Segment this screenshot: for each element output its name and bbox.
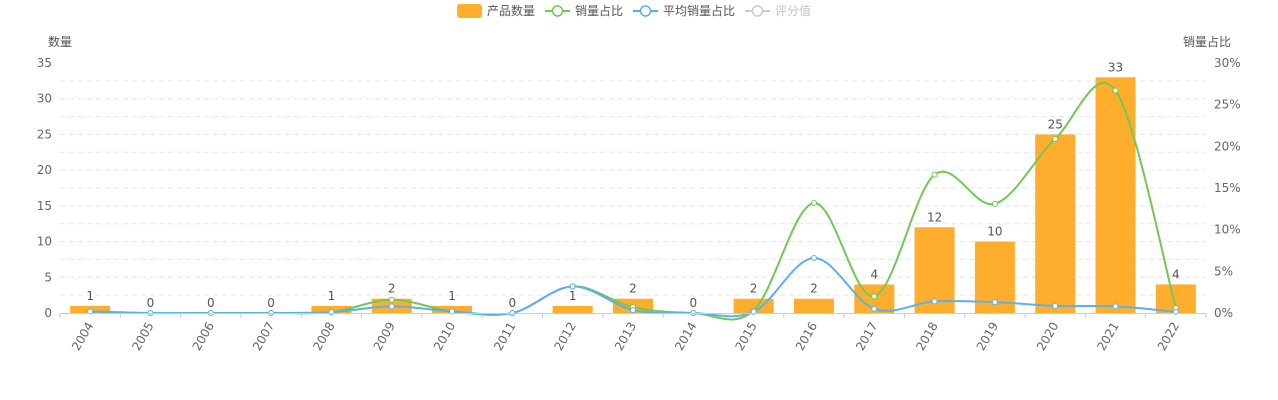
right-tick-label: 5% — [1214, 264, 1233, 278]
x-tick-label: 2011 — [491, 320, 518, 353]
bar-value-label: 4 — [1172, 267, 1180, 281]
left-tick-label: 25 — [37, 127, 52, 141]
legend-label: 销量占比 — [575, 3, 623, 18]
legend-marker — [751, 5, 764, 17]
x-tick-label: 2014 — [672, 320, 699, 353]
legend-label: 平均销量占比 — [663, 3, 735, 18]
legend-label: 评分值 — [775, 3, 811, 18]
series-point — [810, 200, 817, 206]
x-tick-label: 2004 — [69, 320, 96, 353]
bar-value-label: 2 — [388, 282, 396, 296]
right-axis-name: 销量占比 — [1183, 34, 1231, 49]
right-tick-label: 15% — [1214, 181, 1241, 195]
bar-value-label: 2 — [750, 282, 758, 296]
left-tick-label: 0 — [44, 306, 52, 320]
legend-item[interactable]: 产品数量 — [457, 3, 535, 18]
series-point — [1052, 135, 1059, 142]
right-tick-label: 30% — [1214, 56, 1241, 70]
series-point — [630, 307, 636, 314]
series-point — [388, 296, 395, 303]
bar-value-label: 0 — [207, 296, 215, 310]
bar-value-label: 10 — [987, 225, 1002, 239]
bar — [793, 298, 834, 313]
bar — [1095, 77, 1136, 314]
left-tick-label: 15 — [37, 199, 52, 213]
x-tick-label: 2018 — [913, 320, 940, 353]
legend[interactable]: 产品数量 销量占比 平均销量占比 评分值 — [457, 3, 811, 18]
series-point — [569, 283, 576, 290]
x-tick-label: 2022 — [1155, 320, 1182, 353]
left-axis-name: 数量 — [48, 34, 72, 49]
bar — [1035, 134, 1076, 313]
x-tick-label: 2013 — [612, 320, 639, 353]
bar-value-label: 1 — [569, 289, 577, 303]
bar-value-label: 0 — [267, 296, 275, 310]
bar-value-label: 1 — [448, 289, 456, 303]
series-point — [388, 303, 395, 310]
series-point — [810, 255, 817, 261]
bar — [733, 298, 774, 313]
series-point — [991, 299, 998, 306]
left-tick-label: 20 — [37, 163, 52, 177]
series-point — [991, 200, 998, 207]
bar — [552, 305, 593, 313]
grid-lines — [60, 80, 1206, 296]
bar-value-label: 25 — [1048, 117, 1063, 131]
series-point — [1052, 302, 1059, 309]
legend-bar-swatch — [457, 4, 482, 18]
left-tick-label: 10 — [37, 235, 52, 249]
x-tick-label: 2010 — [431, 320, 458, 353]
left-tick-label: 30 — [37, 92, 52, 106]
left-tick-label: 5 — [44, 270, 52, 284]
x-tick-label: 2006 — [190, 320, 217, 353]
x-tick-label: 2007 — [250, 320, 277, 353]
x-tick-label: 2009 — [371, 320, 398, 353]
legend-item[interactable]: 平均销量占比 — [633, 3, 735, 18]
bar-value-label: 0 — [689, 296, 697, 310]
x-tick-label: 2015 — [732, 320, 759, 353]
bar-value-label: 4 — [870, 267, 878, 281]
x-tick-label: 2020 — [1034, 320, 1061, 353]
series-point — [931, 298, 938, 305]
series-point — [1112, 87, 1119, 94]
x-tick-label: 2012 — [552, 320, 579, 353]
right-tick-label: 20% — [1214, 139, 1241, 153]
bar-value-label: 2 — [629, 282, 637, 296]
x-tick-label: 2016 — [793, 320, 820, 353]
bar-value-label: 33 — [1108, 60, 1123, 74]
series-point — [1112, 303, 1119, 310]
right-tick-label: 10% — [1214, 223, 1241, 237]
series-point — [871, 305, 878, 312]
x-tick-label: 2005 — [129, 320, 156, 353]
right-tick-label: 25% — [1214, 98, 1241, 112]
bar-value-label: 12 — [927, 210, 942, 224]
legend-marker — [551, 5, 564, 17]
x-tick-label: 2019 — [974, 320, 1001, 353]
legend-item[interactable]: 评分值 — [745, 3, 811, 18]
x-tick-label: 2021 — [1094, 320, 1121, 353]
left-tick-label: 35 — [37, 56, 52, 70]
bar-value-label: 1 — [328, 289, 336, 303]
bar-value-label: 0 — [509, 296, 517, 310]
bar-value-label: 1 — [86, 289, 94, 303]
legend-item[interactable]: 销量占比 — [545, 3, 623, 18]
x-tick-label: 2008 — [310, 320, 337, 353]
series-point — [871, 293, 878, 300]
legend-label: 产品数量 — [487, 3, 535, 18]
bar-value-label: 2 — [810, 282, 818, 296]
series-point — [931, 171, 938, 178]
x-tick-label: 2017 — [853, 320, 880, 353]
bar-value-label: 0 — [147, 296, 155, 310]
legend-marker — [639, 5, 652, 17]
right-tick-label: 0% — [1214, 306, 1233, 320]
